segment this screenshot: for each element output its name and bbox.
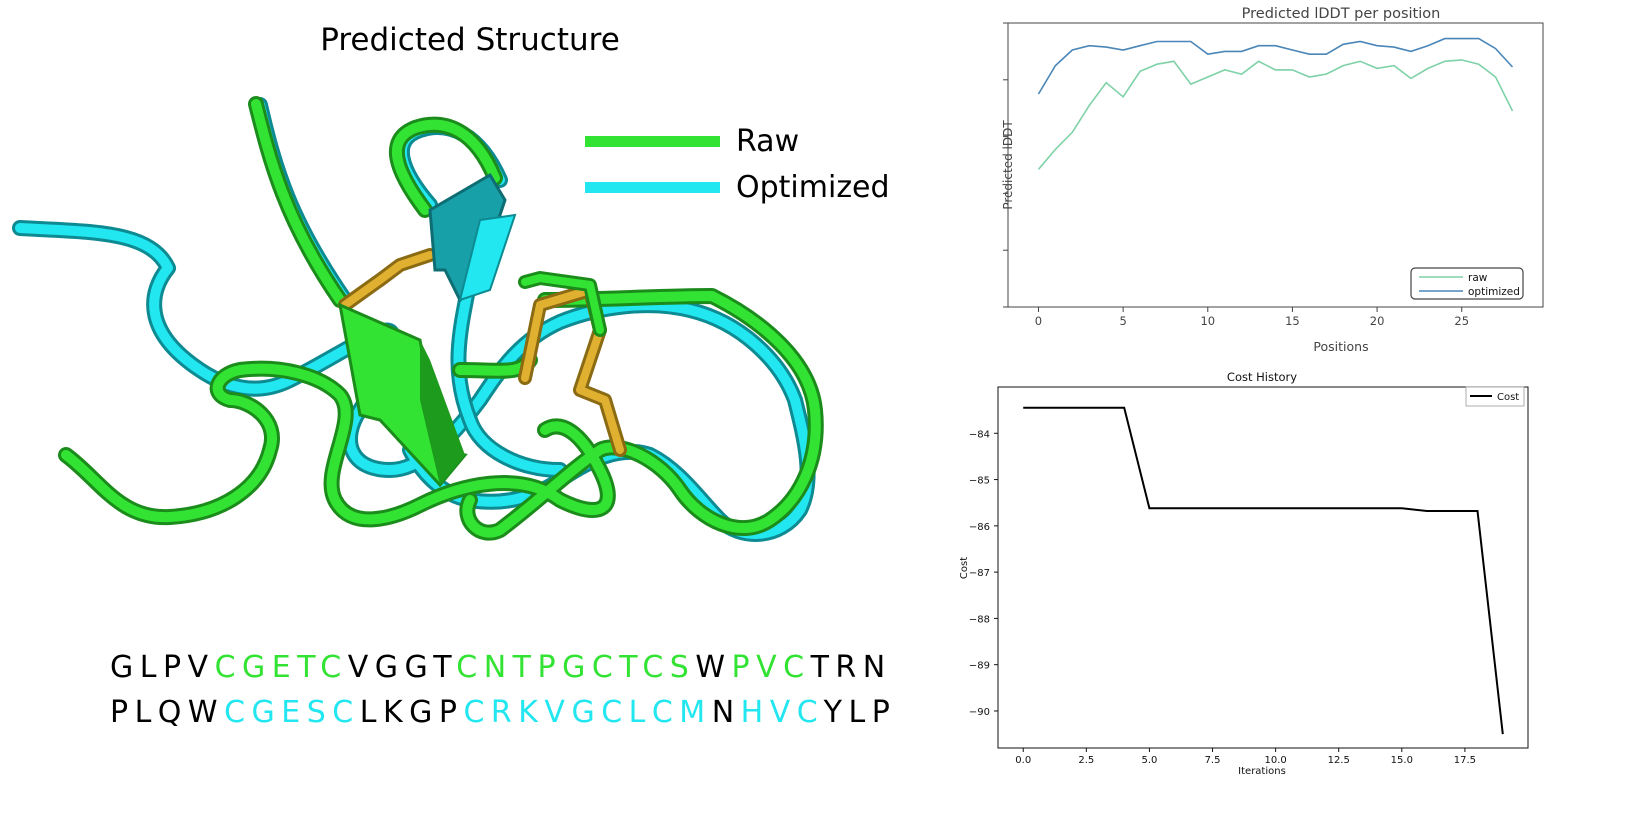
cost-xlabel: Iterations	[1238, 766, 1286, 777]
lddt-legend-label-raw: raw	[1468, 272, 1488, 284]
cost-xtick-label: 7.5	[1205, 755, 1221, 766]
seq-opt-seg-6: YLP	[823, 695, 897, 730]
lddt-ylabel: Predicted lDDT	[1001, 120, 1015, 210]
cost-ytick-label: −87	[969, 568, 990, 579]
lddt-series-raw	[1037, 59, 1514, 170]
lddt-chart-title: Predicted lDDT per position	[1242, 6, 1441, 22]
cost-lines	[1023, 406, 1504, 735]
seq-raw-seg-3: CNTPGCTCS	[456, 650, 696, 685]
lddt-axes: 0510152025020406080100	[1003, 22, 1544, 328]
lddt-chart: Predicted lDDT per position 051015202502…	[1001, 6, 1544, 354]
seq-opt-seg-1: CGESC	[224, 695, 360, 730]
structure-panel: Predicted Structure	[12, 22, 896, 740]
sequence-optimized: PLQWCGESCLKGPCRKVGCLCMNHVCYLP	[110, 695, 896, 740]
seq-raw-seg-6: TRN	[810, 650, 892, 685]
cost-ytick-label: −84	[969, 429, 990, 440]
lddt-lines	[1037, 37, 1514, 170]
legend-label-raw: Raw	[736, 123, 800, 159]
seq-opt-seg-5: HVC	[740, 695, 824, 730]
cost-ytick-label: −89	[969, 661, 990, 672]
cost-legend-label: Cost	[1497, 392, 1519, 403]
legend-swatch-optimized	[585, 181, 720, 193]
cost-ylabel: Cost	[959, 557, 970, 579]
seq-opt-seg-4: N	[711, 695, 741, 730]
lddt-xtick-label: 10	[1200, 314, 1215, 328]
lddt-xtick-label: 25	[1454, 314, 1469, 328]
seq-opt-seg-0: PLQW	[110, 695, 225, 730]
beta-arrow-1-shade	[420, 340, 465, 485]
cost-xtick-label: 0.0	[1015, 755, 1031, 766]
sequence-block: GLPVCGETCVGGTCNTPGCTCSWPVCTRN PLQWCGESCL…	[110, 650, 896, 740]
cost-xtick-label: 12.5	[1328, 755, 1350, 766]
cost-xtick-label: 2.5	[1078, 755, 1094, 766]
seq-raw-seg-4: W	[695, 650, 732, 685]
legend-item-optimized: Optimized	[585, 164, 890, 210]
legend-swatch-raw	[585, 135, 720, 147]
cost-ytick-label: −86	[969, 522, 990, 533]
seq-raw-seg-1: CGETC	[214, 650, 348, 685]
cost-chart: Cost History 0.0 2.5 5.0 7.5 10.0 12.5 15.0 17.…	[959, 370, 1529, 777]
protein-structure-image	[12, 96, 824, 542]
seq-raw-seg-0: GLPV	[110, 650, 215, 685]
lddt-xtick-label: 5	[1119, 314, 1126, 328]
cost-ytick-label: −85	[969, 476, 990, 487]
cost-legend: Cost	[1465, 386, 1525, 407]
seq-raw-seg-2: VGGT	[347, 650, 457, 685]
lddt-xlabel: Positions	[1313, 339, 1368, 354]
cost-xtick-label: 10.0	[1264, 755, 1286, 766]
raw-loop	[251, 99, 500, 305]
seq-raw-seg-5: PVC	[731, 650, 811, 685]
cost-xtick-label: 15.0	[1391, 755, 1413, 766]
lddt-legend-label-optimized: optimized	[1468, 286, 1520, 298]
seq-opt-seg-3: CRKVGCLCM	[463, 695, 712, 730]
cost-ytick-label: −90	[969, 707, 990, 718]
legend-label-optimized: Optimized	[736, 169, 890, 205]
cost-xtick-label: 17.5	[1454, 755, 1476, 766]
cost-axes: 0.0 2.5 5.0 7.5 10.0 12.5 15.0 17.5 −84 −85 −86 −87…	[969, 386, 1529, 766]
cost-ytick-label: −88	[969, 614, 990, 625]
cost-xtick-label: 5.0	[1141, 755, 1157, 766]
lddt-xtick-label: 0	[1035, 314, 1042, 328]
lddt-xtick-label: 20	[1370, 314, 1385, 328]
seq-opt-seg-2: LKGP	[359, 695, 464, 730]
disulfide-bonds	[338, 248, 627, 457]
cost-plot-frame	[997, 386, 1529, 749]
lddt-plot-frame	[1007, 22, 1544, 308]
beta-sheets	[338, 172, 517, 488]
sequence-raw: GLPVCGETCVGGTCNTPGCTCSWPVCTRN	[110, 650, 896, 695]
structure-title: Predicted Structure	[320, 22, 620, 58]
cost-series-line	[1023, 406, 1504, 735]
beta-arrow-2-front	[458, 213, 517, 302]
lddt-legend: raw optimized	[1410, 267, 1524, 300]
legend-item-raw: Raw	[585, 118, 890, 164]
cost-chart-title: Cost History	[1227, 370, 1297, 384]
lddt-series-optimized	[1037, 37, 1514, 95]
structure-legend: Raw Optimized	[585, 118, 890, 210]
lddt-xtick-label: 15	[1285, 314, 1300, 328]
